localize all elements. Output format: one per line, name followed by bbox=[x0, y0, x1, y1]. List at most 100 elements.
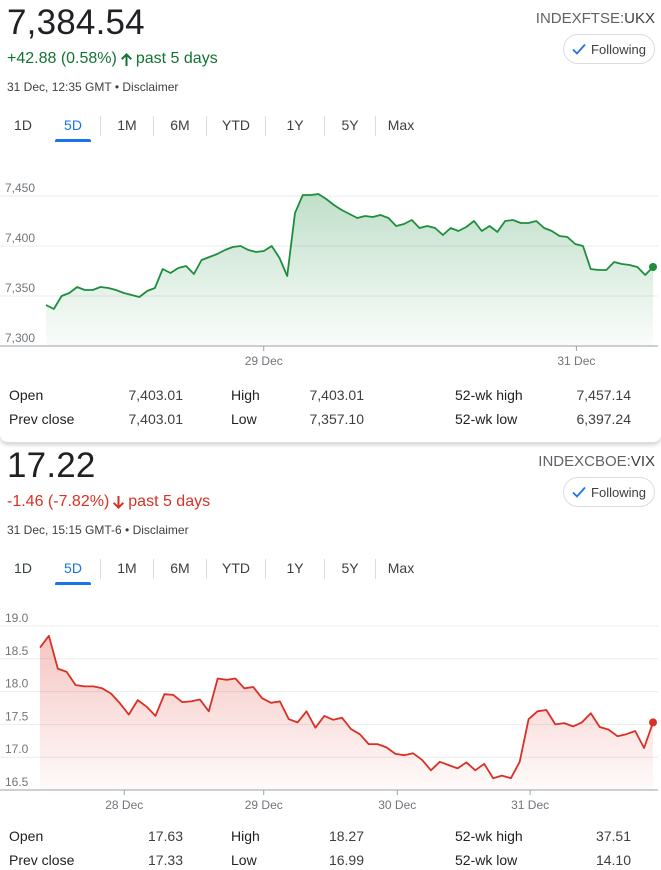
data-point bbox=[608, 729, 610, 731]
data-point bbox=[226, 679, 228, 681]
data-point bbox=[349, 213, 351, 215]
tab-ytd[interactable]: YTD bbox=[222, 560, 250, 576]
tab-6m[interactable]: 6M bbox=[170, 560, 190, 576]
x-tick-label: 30 Dec bbox=[378, 798, 416, 812]
tab-1d[interactable]: 1D bbox=[14, 117, 32, 133]
data-point bbox=[625, 733, 627, 735]
tab-5y[interactable]: 5Y bbox=[341, 560, 359, 576]
data-point bbox=[252, 686, 254, 688]
tab-1m[interactable]: 1M bbox=[117, 117, 137, 133]
tab-divider bbox=[324, 559, 325, 579]
tab-divider bbox=[153, 559, 154, 579]
data-point bbox=[57, 668, 59, 670]
symbol-name: UKX bbox=[624, 10, 655, 27]
y-tick-label: 7,400 bbox=[5, 231, 35, 245]
tab-1d[interactable]: 1D bbox=[14, 560, 32, 576]
tab-divider bbox=[206, 116, 207, 136]
data-point bbox=[263, 250, 265, 252]
data-point bbox=[286, 275, 288, 277]
data-point bbox=[310, 194, 312, 196]
stat-value: 6,397.24 bbox=[576, 411, 632, 427]
chart-svg: 7,300 7,350 7,400 7,450 29 Dec 31 Dec bbox=[0, 181, 658, 368]
tab-max[interactable]: Max bbox=[387, 117, 415, 133]
following-button[interactable]: Following bbox=[563, 34, 655, 64]
data-point bbox=[137, 699, 139, 701]
data-point bbox=[177, 267, 179, 269]
data-point bbox=[457, 767, 459, 769]
current-value-dot bbox=[649, 718, 657, 727]
following-label: Following bbox=[591, 484, 646, 500]
stat-row: Open 7,403.01 High 7,403.01 52-wk high 7,457.… bbox=[0, 387, 661, 411]
y-tick-label: 19.0 bbox=[5, 611, 29, 625]
tab-6m[interactable]: 6M bbox=[170, 117, 190, 133]
data-point bbox=[574, 243, 576, 245]
exchange-name: INDEXCBOE: bbox=[538, 453, 631, 470]
data-point bbox=[448, 764, 450, 766]
symbol-name: VIX bbox=[630, 453, 655, 470]
data-point bbox=[170, 272, 172, 274]
stat-row: Prev close 17.33 Low 16.99 52-wk low 14.10 bbox=[0, 852, 661, 870]
data-point bbox=[481, 230, 483, 232]
tab-divider bbox=[265, 559, 266, 579]
arrow-up-icon bbox=[120, 52, 132, 66]
data-point bbox=[341, 209, 343, 211]
price-change: +42.88 (0.58%) past 5 days bbox=[7, 50, 218, 68]
data-point bbox=[271, 245, 273, 247]
data-point bbox=[92, 685, 94, 687]
y-tick-label: 17.5 bbox=[5, 709, 29, 723]
stat-row: Prev close 7,403.01 Low 7,357.10 52-wk low 6,… bbox=[0, 411, 661, 435]
data-point bbox=[590, 268, 592, 270]
x-tick-label: 31 Dec bbox=[511, 798, 549, 812]
data-point bbox=[323, 715, 325, 717]
data-point bbox=[377, 743, 379, 745]
tab-ytd[interactable]: YTD bbox=[222, 117, 250, 133]
price: 17.22 bbox=[7, 446, 96, 485]
data-point bbox=[107, 287, 109, 289]
data-point bbox=[163, 693, 165, 695]
ticker-symbol: INDEXCBOE:VIX bbox=[538, 453, 655, 470]
data-point bbox=[501, 775, 503, 777]
tab-1y[interactable]: 1Y bbox=[286, 560, 304, 576]
data-point bbox=[395, 225, 397, 227]
stat-value: 14.10 bbox=[595, 852, 631, 868]
stat-row: Open 17.63 High 18.27 52-wk high 37.51 bbox=[0, 828, 661, 852]
data-point bbox=[306, 710, 308, 712]
data-point bbox=[519, 761, 521, 763]
exchange-name: INDEXFTSE: bbox=[535, 10, 625, 27]
data-point bbox=[489, 225, 491, 227]
data-point bbox=[474, 769, 476, 771]
tab-max[interactable]: Max bbox=[387, 560, 415, 576]
data-point bbox=[146, 290, 148, 292]
tab-1m[interactable]: 1M bbox=[117, 560, 137, 576]
tab-divider bbox=[265, 116, 266, 136]
tab-5d[interactable]: 5D bbox=[46, 556, 100, 585]
data-point bbox=[621, 263, 623, 265]
change-period: past 5 days bbox=[135, 50, 218, 67]
data-point bbox=[181, 701, 183, 703]
y-tick-label: 16.5 bbox=[5, 775, 29, 789]
following-button[interactable]: Following bbox=[563, 477, 655, 507]
tab-1y[interactable]: 1Y bbox=[286, 117, 304, 133]
stat-label: Prev close bbox=[9, 411, 75, 427]
data-point bbox=[110, 693, 112, 695]
price-line bbox=[39, 634, 654, 780]
stat-value: 7,403.01 bbox=[128, 387, 184, 403]
data-point bbox=[48, 635, 50, 637]
data-point bbox=[76, 286, 78, 288]
data-point bbox=[75, 684, 77, 686]
change-period: past 5 days bbox=[128, 493, 211, 510]
data-point bbox=[545, 709, 547, 711]
stat-label: 52-wk high bbox=[455, 828, 523, 844]
tab-5d[interactable]: 5D bbox=[46, 113, 100, 142]
data-point bbox=[450, 227, 452, 229]
timestamp-disclaimer: 31 Dec, 12:35 GMT • Disclaimer bbox=[7, 80, 179, 94]
stat-value: 16.99 bbox=[328, 852, 364, 868]
y-tick-label: 7,450 bbox=[5, 181, 35, 195]
tab-divider bbox=[100, 559, 101, 579]
data-point bbox=[83, 685, 85, 687]
data-point bbox=[119, 702, 121, 704]
data-point bbox=[247, 249, 249, 251]
tab-5y[interactable]: 5Y bbox=[341, 117, 359, 133]
data-point bbox=[430, 769, 432, 771]
data-point bbox=[185, 265, 187, 267]
